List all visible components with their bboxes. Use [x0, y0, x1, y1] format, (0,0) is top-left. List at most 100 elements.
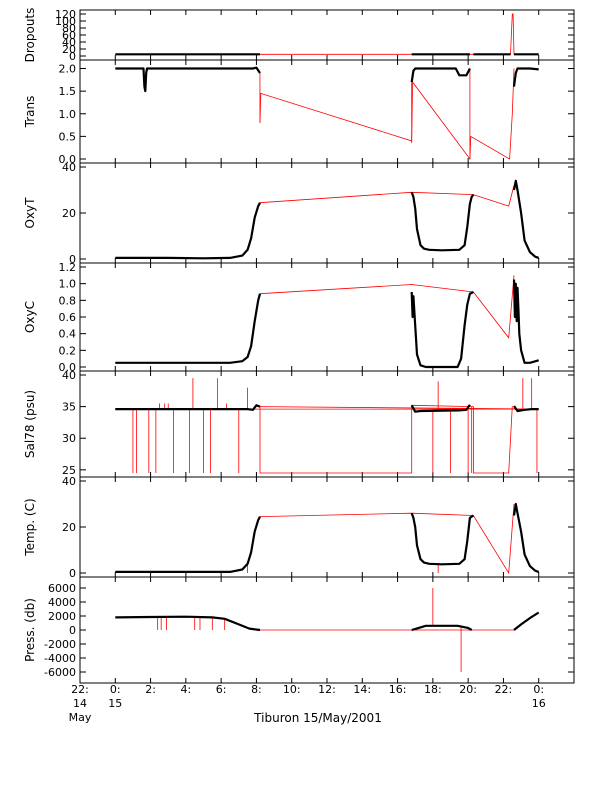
oxyc-ytick-label: 0.2 — [59, 344, 77, 357]
oxyt-series-line — [115, 202, 261, 260]
x-tick-label: 12: — [318, 683, 336, 696]
oxyc-ytick-label: 1.0 — [59, 278, 77, 291]
x-tick-label: 4: — [180, 683, 191, 696]
panel-oxyt: 0 20 40 OxyT — [23, 161, 575, 266]
press-series-line — [411, 624, 473, 632]
oxyt-ylabel: OxyT — [23, 197, 37, 229]
oxyc-ytick-label: 0.8 — [59, 294, 77, 307]
press-ytick-label: 2000 — [48, 610, 76, 623]
oxyc-series-line — [512, 279, 540, 364]
x-tick-label: 14: — [353, 683, 371, 696]
temp-series-line — [115, 516, 261, 573]
press-ytick-label: -2000 — [44, 638, 76, 651]
oxyt-ytick-label: 0 — [69, 253, 76, 266]
press-ytick-label: 0 — [69, 624, 76, 637]
x-tick-label: 22: — [495, 683, 513, 696]
trans-ytick-label: 1.5 — [59, 85, 77, 98]
temp-ylabel: Temp. (C) — [23, 498, 37, 556]
sal78-frame — [79, 370, 575, 478]
oxyc-ytick-label: 1.2 — [59, 261, 77, 274]
dropouts-ytick-label: 120 — [55, 8, 76, 21]
temp-gap-line — [259, 503, 515, 575]
sal78-gap-line — [115, 404, 539, 474]
dropouts-ylabel: Dropouts — [23, 8, 37, 63]
x-axis-label: Tiburon 15/May/2001 — [253, 711, 382, 725]
x-tick-label: 8: — [251, 683, 262, 696]
press-ytick-label: -4000 — [44, 652, 76, 665]
oxyt-series-line — [512, 179, 540, 259]
x-tick-label: 6: — [216, 683, 227, 696]
dropouts-gap-line — [260, 13, 515, 55]
panels-layer: 020406080100120Dropouts0.00.51.01.52.0Tr… — [23, 8, 575, 684]
sal78-series-line — [513, 405, 539, 413]
temp-series-line — [512, 502, 540, 573]
trans-frame — [79, 59, 575, 164]
trans-series-line — [410, 67, 471, 83]
panel-sal78: 25 30 35 40 Sal78 (psu) — [23, 369, 575, 478]
dropouts-ytick-label: 80 — [62, 22, 76, 35]
trans-series-line — [512, 67, 539, 87]
temp-series-line — [410, 512, 475, 566]
temp-ytick-label: 40 — [62, 475, 76, 488]
panel-temp: 0 20 40 Temp. (C) — [23, 475, 575, 580]
dropouts-ytick-label: 40 — [62, 36, 76, 49]
oxyc-ytick-label: 0.0 — [59, 361, 77, 374]
oxyc-gap-line — [259, 275, 515, 339]
dropouts-ytick-label: 60 — [62, 29, 76, 42]
x-tick-label: 2: — [145, 683, 156, 696]
oxyc-ylabel: OxyC — [23, 301, 37, 333]
panel-oxyc: 0.0 0.2 0.4 0.6 0.8 1.0 1.2 OxyC — [23, 261, 575, 374]
oxyc-ytick-label: 0.6 — [59, 311, 77, 324]
panel-trans: 0.0 0.5 1.0 1.5 2.0 Trans — [23, 59, 575, 166]
x-tick-label: 0: — [533, 683, 544, 696]
sal78-ylabel: Sal78 (psu) — [23, 390, 37, 458]
sal78-ytick-label: 25 — [62, 464, 76, 477]
x-tick-label: 15 — [108, 697, 122, 710]
dropouts-ytick-label: 0 — [69, 50, 76, 63]
oxyt-ytick-label: 20 — [62, 207, 76, 220]
trans-ylabel: Trans — [23, 96, 37, 129]
press-ytick-label: -6000 — [44, 666, 76, 679]
x-tick-label: 0: — [110, 683, 121, 696]
x-tick-label: May — [69, 711, 92, 724]
sal78-series-line — [115, 404, 261, 411]
oxyt-ytick-label: 40 — [62, 161, 76, 174]
press-series-line — [513, 611, 540, 631]
press-ylabel: Press. (db) — [23, 598, 37, 662]
oxyt-frame — [79, 162, 575, 264]
oxyt-gap-line — [259, 185, 515, 207]
trans-gap-line — [259, 68, 515, 161]
trans-ytick-label: 2.0 — [59, 63, 77, 76]
press-ytick-label: 6000 — [48, 582, 76, 595]
dropouts-frame — [79, 9, 575, 61]
oxyt-series-line — [410, 191, 475, 252]
trans-ytick-label: 1.0 — [59, 108, 77, 121]
dropouts-ytick-label: 100 — [55, 15, 76, 28]
x-tick-label: 22: — [71, 683, 89, 696]
temp-ytick-label: 0 — [69, 567, 76, 580]
trans-series-line — [115, 66, 261, 93]
x-tick-label: 14 — [73, 697, 87, 710]
press-ytick-label: 4000 — [48, 596, 76, 609]
x-tick-label: 16 — [532, 697, 546, 710]
oxyc-series-line — [115, 293, 262, 364]
oxyc-ytick-label: 0.4 — [59, 328, 77, 341]
sal78-ytick-label: 30 — [62, 432, 76, 445]
x-tick-label: 18: — [424, 683, 442, 696]
press-series-line — [115, 615, 261, 632]
temp-ytick-label: 20 — [62, 521, 76, 534]
oxyc-series-line — [410, 291, 474, 369]
x-tick-label: 16: — [389, 683, 407, 696]
sal78-ytick-label: 35 — [62, 401, 76, 414]
oxyc-frame — [79, 262, 575, 372]
trans-ytick-label: 0.5 — [59, 130, 77, 143]
x-tick-label: 20: — [459, 683, 477, 696]
temp-frame — [79, 476, 575, 578]
sal78-series-line — [410, 404, 471, 413]
dropouts-ytick-label: 20 — [62, 43, 76, 56]
x-tick-label: 10: — [283, 683, 301, 696]
